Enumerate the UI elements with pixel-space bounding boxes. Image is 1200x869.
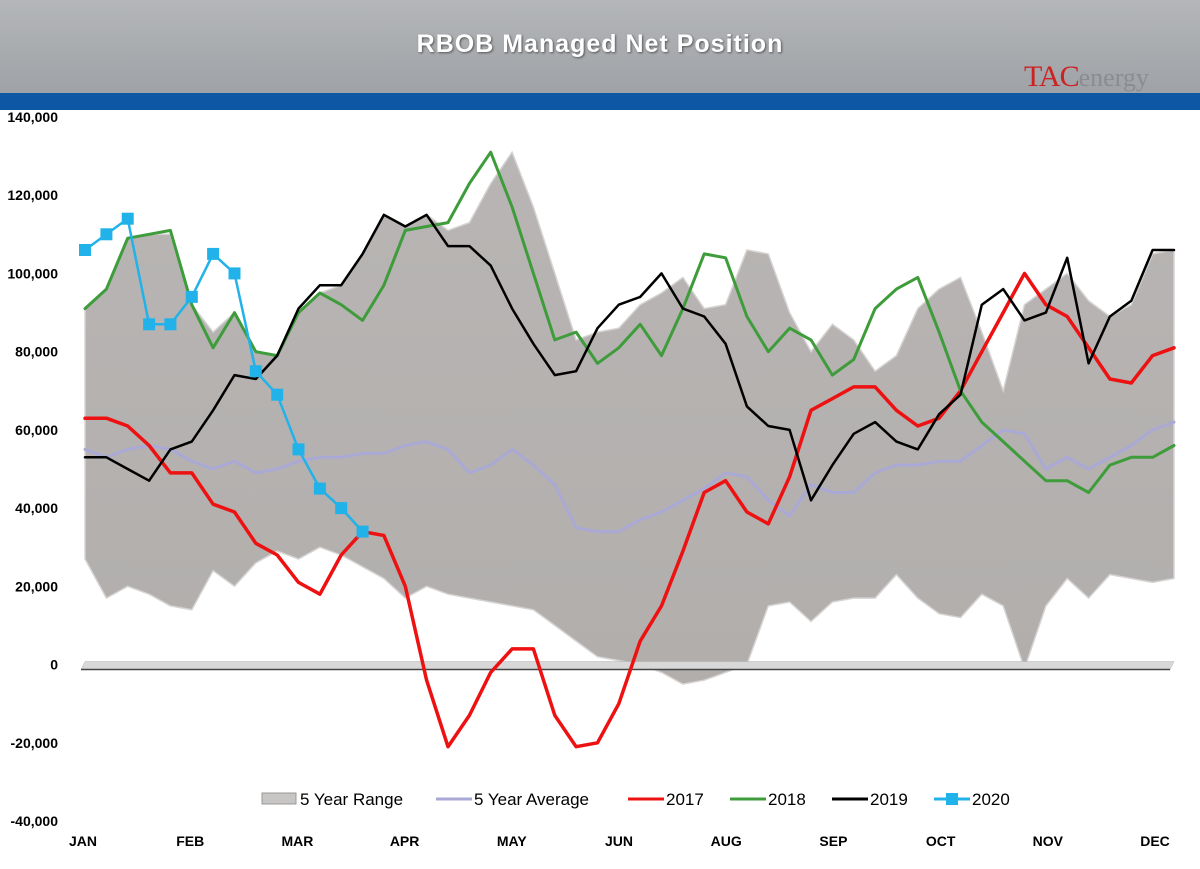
y-tick-label: 140,000 (7, 109, 58, 125)
series-point-2020 (292, 443, 305, 456)
y-tick-label: -40,000 (11, 813, 59, 829)
legend-label: 2020 (972, 790, 1010, 809)
accent-bar (0, 93, 1200, 110)
y-tick-label: 60,000 (15, 422, 58, 438)
y-axis-ticks: 140,000 120,000 100,000 80,000 60,000 40,000 2… (7, 109, 58, 829)
zero-floor (80, 661, 1175, 670)
x-axis-months: JAN FEB MAR APR MAY JUN AUG SEP OCT NOV DEC (69, 833, 1170, 849)
x-month-label: SEP (819, 833, 847, 849)
logo-part-energy: energy (1078, 63, 1149, 92)
y-tick-label: 0 (50, 657, 58, 673)
x-month-label: NOV (1033, 833, 1064, 849)
series-point-2020 (207, 247, 220, 260)
legend-label: 2017 (666, 790, 704, 809)
x-month-label: FEB (176, 833, 204, 849)
series-line-2018 (83, 150, 1176, 494)
series-point-2020 (185, 290, 198, 303)
five-year-range-band (84, 150, 1175, 685)
chart-title: RBOB Managed Net Position (416, 30, 784, 58)
series-point-2020 (313, 482, 326, 495)
series-point-2020 (271, 388, 284, 401)
series-point-2020 (356, 525, 369, 538)
legend-swatch-range (261, 792, 297, 805)
series-layer (79, 150, 1176, 749)
range-layer (84, 150, 1175, 685)
legend: 5 Year Range 5 Year Average 2017 2018 2019 20… (261, 790, 1010, 809)
x-month-label: MAR (281, 833, 313, 849)
axis-layer (80, 661, 1175, 671)
series-line-2020 (83, 217, 364, 533)
logo-part-tac: TAC (1024, 60, 1080, 93)
series-point-2020 (228, 267, 241, 280)
legend-label: 5 Year Range (300, 790, 403, 809)
legend-label: 2019 (870, 790, 908, 809)
series-point-2020 (143, 318, 156, 331)
legend-swatch-marker (946, 793, 958, 805)
series-point-2020 (335, 502, 348, 515)
tac-energy-logo: TACenergy (1024, 60, 1149, 94)
x-month-label: JUN (605, 833, 633, 849)
y-tick-label: 40,000 (15, 500, 58, 516)
x-month-label: APR (390, 833, 420, 849)
series-line-2019 (83, 213, 1176, 502)
series-point-2020 (100, 228, 113, 241)
series-point-2020 (79, 244, 91, 256)
x-month-label: MAY (497, 833, 527, 849)
x-month-label: DEC (1140, 833, 1170, 849)
header-bar (0, 0, 1200, 93)
legend-label: 5 Year Average (474, 790, 589, 809)
x-month-label: JAN (69, 833, 97, 849)
x-month-label: OCT (926, 833, 956, 849)
x-month-label: AUG (711, 833, 742, 849)
y-tick-label: 80,000 (15, 344, 58, 360)
y-tick-label: 100,000 (7, 265, 58, 281)
series-point-2020 (249, 365, 262, 378)
series-point-2020 (121, 212, 134, 225)
y-tick-label: 20,000 (15, 578, 58, 594)
series-line-5-year-average (83, 420, 1176, 534)
y-tick-label: -20,000 (11, 735, 59, 751)
series-line-2017 (83, 271, 1176, 749)
y-tick-label: 120,000 (7, 187, 58, 203)
legend-label: 2018 (768, 790, 806, 809)
series-point-2020 (164, 318, 177, 331)
